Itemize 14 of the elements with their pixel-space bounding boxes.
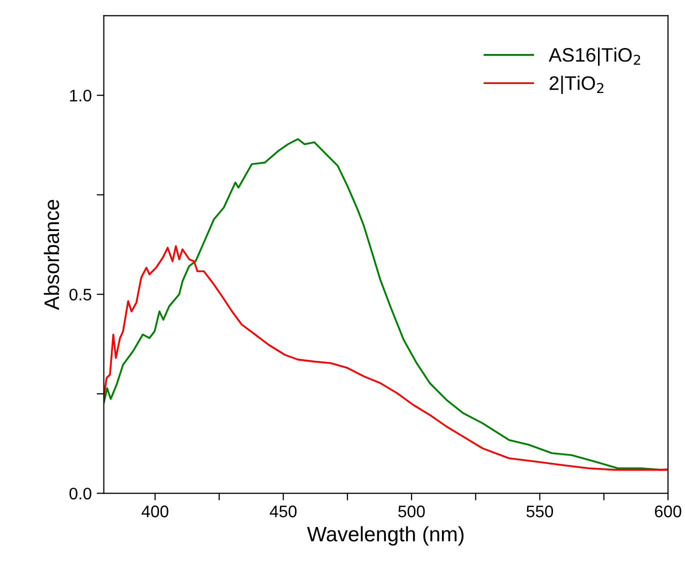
x-tick-label: 500 — [398, 506, 425, 518]
y-tick-label: 0.0 — [69, 488, 92, 500]
x-tick-label: 400 — [142, 506, 168, 518]
x-tick-label: 600 — [654, 506, 682, 518]
line-series — [104, 245, 668, 471]
x-tick-label: 450 — [270, 506, 297, 518]
legend-label: 2|TiO$_{2}$ — [550, 76, 604, 94]
legend-label: AS16|TiO$_{2}$ — [548, 48, 640, 66]
y-axis-title: Absorbance — [44, 200, 60, 310]
y-tick-label: 1.0 — [70, 90, 92, 102]
line-series — [104, 138, 668, 471]
y-tick-label: 0.5 — [69, 288, 92, 301]
x-axis-title: Wavelength (nm) — [307, 526, 464, 546]
x-tick-label: 550 — [526, 506, 554, 518]
